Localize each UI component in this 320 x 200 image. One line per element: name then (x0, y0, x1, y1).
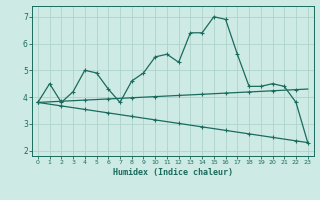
X-axis label: Humidex (Indice chaleur): Humidex (Indice chaleur) (113, 168, 233, 177)
